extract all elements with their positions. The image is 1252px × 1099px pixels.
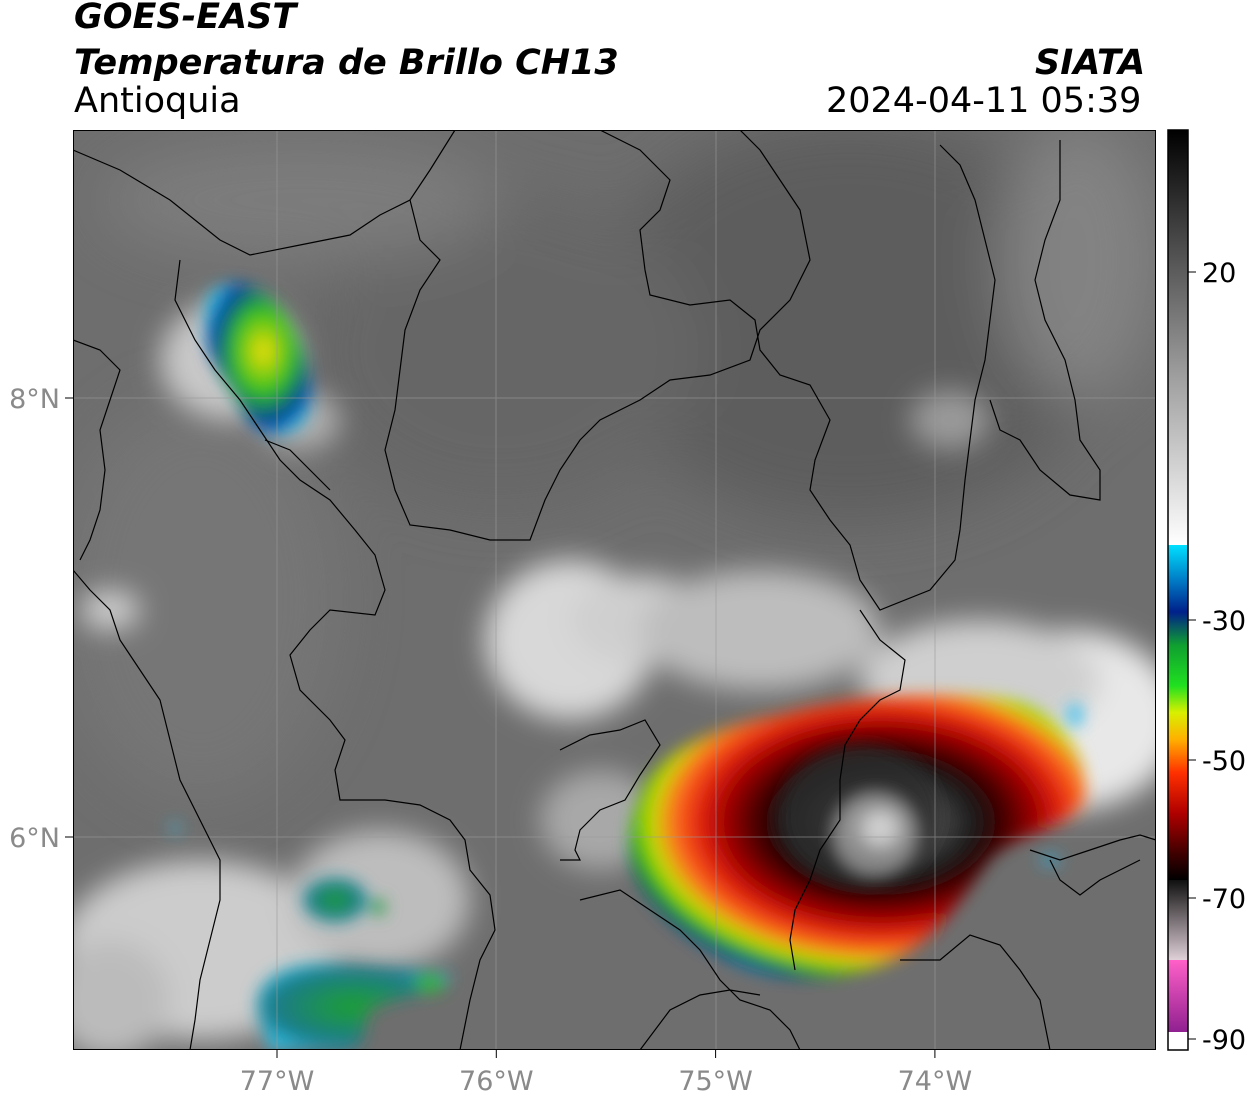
longitude-labels: 77°W 76°W 75°W 74°W: [240, 1050, 972, 1097]
latitude-label: 8°N: [9, 384, 60, 415]
colorbar-tick-label: -70: [1202, 884, 1246, 915]
colorbar-tick-label: -90: [1202, 1025, 1246, 1056]
latitude-label: 6°N: [9, 823, 60, 854]
region-title: Antioquia: [74, 81, 241, 121]
organization-title: SIATA: [1035, 43, 1146, 83]
satellite-title: GOES-EAST: [74, 0, 297, 37]
latitude-labels: 8°N 6°N: [9, 384, 73, 854]
longitude-label: 74°W: [898, 1066, 973, 1097]
admin-borders: [73, 130, 1156, 1050]
product-title: Temperatura de Brillo CH13: [74, 43, 619, 83]
colorbar-tick-label: -30: [1202, 606, 1246, 637]
colorbar-white-segment: [1168, 1032, 1188, 1050]
longitude-label: 76°W: [459, 1066, 534, 1097]
colorbar-tick-label: -50: [1202, 746, 1246, 777]
colorbar: 20 -30 -50 -70 -90: [1167, 129, 1246, 1056]
colorbar-tick-label: 20: [1202, 258, 1236, 289]
datetime-title: 2024-04-11 05:39: [826, 81, 1142, 121]
colorbar-color-segment: [1168, 545, 1188, 880]
satellite-image: [73, 130, 1156, 1050]
longitude-label: 75°W: [678, 1066, 753, 1097]
colorbar-dark-segment: [1168, 880, 1188, 960]
colorbar-pink-segment: [1168, 960, 1188, 1032]
colorbar-gray-segment: [1168, 130, 1188, 545]
longitude-label: 77°W: [240, 1066, 315, 1097]
